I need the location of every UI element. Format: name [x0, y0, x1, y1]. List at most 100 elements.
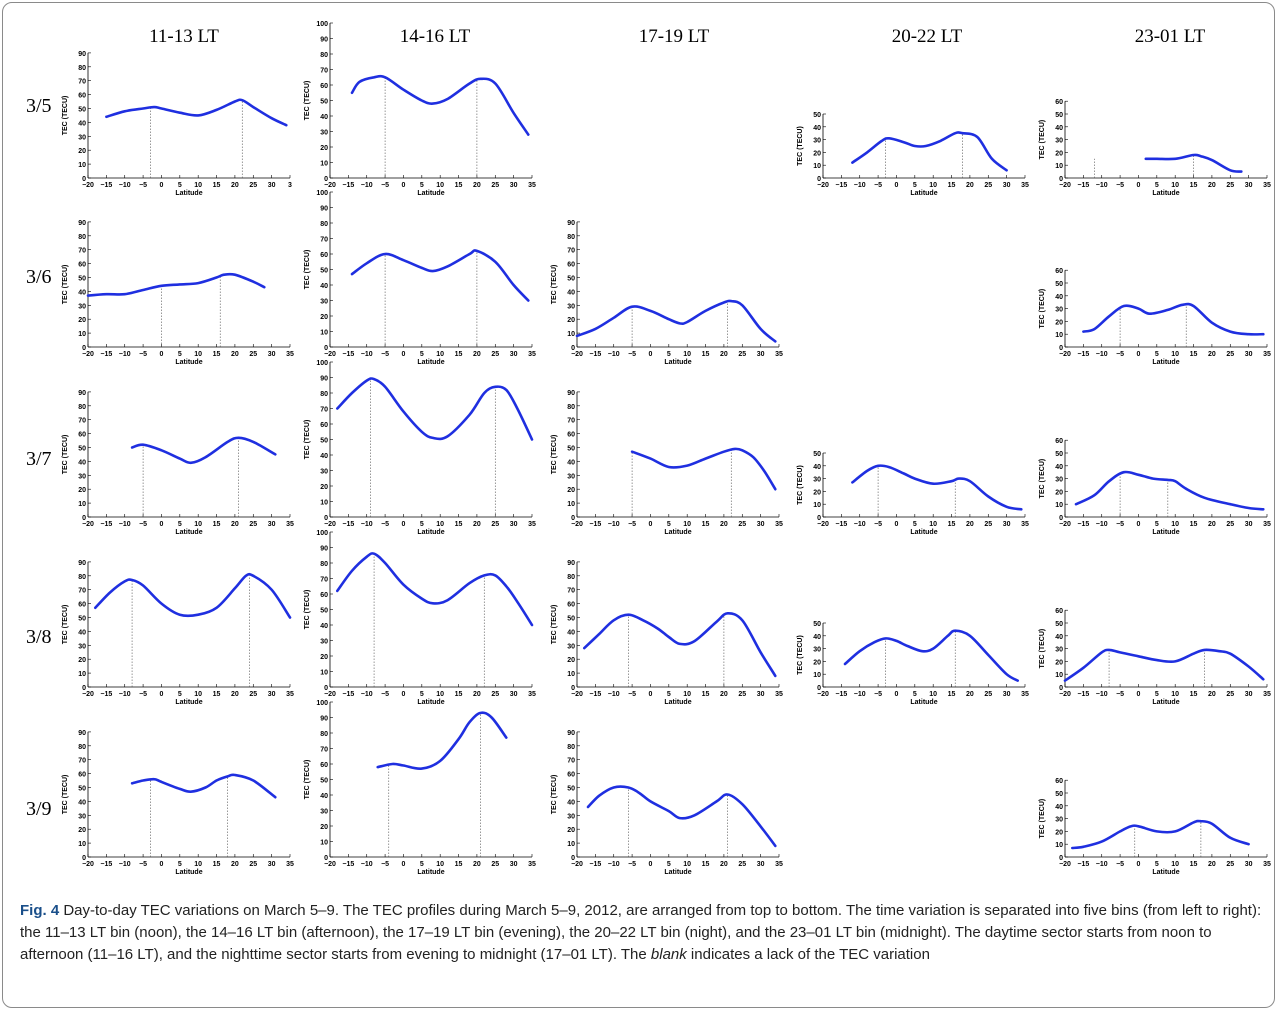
y-tick-label: 20 [813, 659, 821, 666]
x-tick-label: −10 [1096, 521, 1108, 528]
y-tick-label: 50 [1055, 112, 1063, 119]
x-tick-label: −20 [1059, 691, 1071, 698]
x-axis-label: Latitude [910, 699, 937, 706]
x-tick-label: −10 [854, 182, 866, 189]
x-tick-label: −10 [361, 351, 373, 358]
x-tick-label: −15 [100, 521, 112, 528]
y-tick-label: 30 [813, 647, 821, 654]
y-axis-label: TEC (TECU) [797, 465, 804, 505]
y-tick-label: 90 [320, 37, 328, 44]
x-tick-label: 35 [286, 521, 294, 528]
y-tick-label: 80 [567, 234, 575, 241]
y-tick-label: 20 [320, 484, 328, 491]
x-tick-label: −15 [342, 691, 354, 698]
y-axis-label: TEC (TECU) [551, 775, 558, 815]
x-tick-label: −20 [817, 521, 829, 528]
x-tick-label: −10 [361, 691, 373, 698]
tec-profile-line [575, 299, 777, 343]
x-axis-label: Latitude [175, 869, 202, 876]
x-tick-label: 5 [667, 691, 671, 698]
y-tick-label: 50 [320, 608, 328, 615]
y-tick-label: 20 [320, 654, 328, 661]
y-axis-label: TEC (TECU) [62, 775, 69, 815]
y-tick-label: 90 [567, 560, 575, 567]
x-tick-label: 25 [249, 351, 257, 358]
y-tick-label: 60 [320, 592, 328, 599]
x-tick-label: −20 [82, 521, 94, 528]
y-tick-label: 30 [78, 473, 86, 480]
x-tick-label: 10 [929, 182, 937, 189]
x-tick-label: −10 [608, 691, 620, 698]
x-tick-label: 10 [436, 521, 444, 528]
x-tick-label: 10 [436, 691, 444, 698]
x-axis-label: Latitude [1152, 699, 1179, 706]
x-tick-label: 35 [1021, 182, 1029, 189]
x-tick-label: 20 [473, 521, 481, 528]
y-tick-label: 70 [78, 248, 86, 255]
y-tick-label: 30 [78, 303, 86, 310]
x-tick-label: 0 [160, 182, 164, 189]
x-tick-label: −20 [324, 351, 336, 358]
y-tick-label: 10 [78, 671, 86, 678]
tec-panel: 0 10 20 30 40 50 60 70 80 90 100 −20 −15 −10 −5 0 5 10 15 2… [304, 530, 536, 706]
x-tick-label: 30 [268, 351, 276, 358]
y-tick-label: 100 [316, 530, 328, 537]
y-tick-label: 40 [567, 459, 575, 466]
x-tick-label: 30 [1245, 861, 1253, 868]
x-tick-label: 25 [491, 351, 499, 358]
x-tick-label: 20 [473, 691, 481, 698]
y-tick-label: 10 [78, 162, 86, 169]
y-tick-label: 80 [320, 561, 328, 568]
y-tick-label: 90 [320, 206, 328, 213]
y-tick-label: 50 [320, 268, 328, 275]
tec-panel: 0 10 20 30 40 50 60 70 80 90 −20 −15 −10 −5 0 5 10 15 20 25… [62, 560, 294, 706]
x-tick-label: 20 [473, 861, 481, 868]
x-tick-label: 25 [1226, 861, 1234, 868]
x-tick-label: 10 [1171, 691, 1179, 698]
y-axis-label: TEC (TECU) [62, 96, 69, 136]
x-tick-label: 30 [510, 521, 518, 528]
y-tick-label: 20 [567, 827, 575, 834]
x-tick-label: −20 [82, 351, 94, 358]
x-tick-label: 25 [1226, 691, 1234, 698]
x-tick-label: −15 [589, 521, 601, 528]
y-tick-label: 30 [320, 299, 328, 306]
x-tick-label: −10 [608, 521, 620, 528]
x-axis-label: Latitude [1152, 359, 1179, 366]
x-tick-label: −15 [342, 351, 354, 358]
x-tick-label: 35 [528, 521, 536, 528]
y-tick-label: 90 [78, 390, 86, 397]
row-label: 3/9 [26, 798, 52, 820]
x-tick-label: 0 [1137, 521, 1141, 528]
tec-panel: 0 10 20 30 40 50 −20 −15 −10 −5 0 5 10 15 20 25 30 35 Lati… [797, 621, 1029, 706]
tec-profile-line [1063, 648, 1265, 682]
x-tick-label: 35 [528, 861, 536, 868]
x-tick-label: 15 [702, 351, 710, 358]
x-tick-label: 0 [1137, 861, 1141, 868]
x-tick-label: −5 [1116, 182, 1124, 189]
x-tick-label: 30 [510, 351, 518, 358]
y-tick-label: 0 [1059, 685, 1063, 692]
x-tick-label: 5 [913, 182, 917, 189]
y-tick-label: 20 [78, 827, 86, 834]
tec-panel: 0 10 20 30 40 50 60 −20 −15 −10 −5 0 5 10 15 20 25 30 35 La… [1039, 438, 1271, 536]
x-axis-label: Latitude [175, 529, 202, 536]
x-tick-label: −20 [571, 351, 583, 358]
x-tick-label: −15 [589, 861, 601, 868]
y-tick-label: 50 [320, 99, 328, 106]
x-tick-label: −10 [361, 182, 373, 189]
y-tick-label: 50 [78, 276, 86, 283]
y-tick-label: 30 [78, 813, 86, 820]
x-tick-label: 0 [649, 521, 653, 528]
y-tick-label: 0 [82, 345, 86, 352]
x-tick-label: 15 [1190, 861, 1198, 868]
y-tick-label: 30 [320, 469, 328, 476]
x-tick-label: 0 [1137, 691, 1141, 698]
tec-profile-line [350, 74, 530, 136]
tec-panel: 0 10 20 30 40 50 60 70 80 90 −20 −15 −10 −5 0 5 10 15 20 25… [62, 51, 292, 197]
x-tick-label: −15 [1077, 521, 1089, 528]
x-tick-label: 10 [194, 861, 202, 868]
y-tick-label: 100 [316, 700, 328, 707]
x-tick-label: 15 [213, 521, 221, 528]
x-tick-label: 30 [268, 521, 276, 528]
